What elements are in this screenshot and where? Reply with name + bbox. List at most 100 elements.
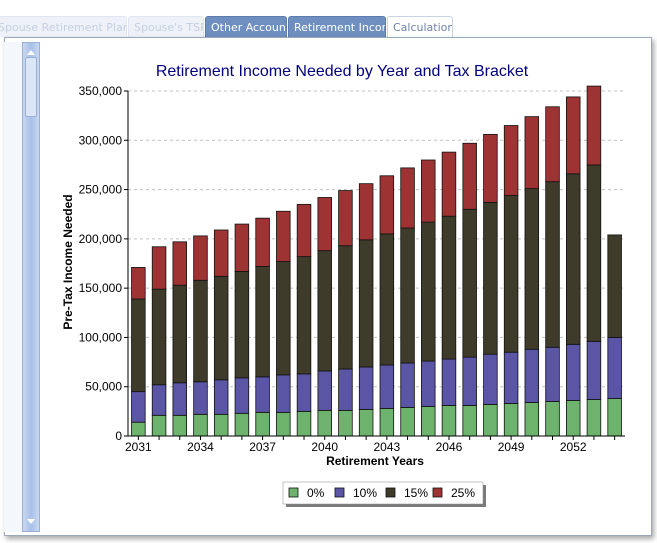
bar-segment: [400, 227, 415, 364]
bar-segment: [213, 275, 229, 381]
y-tick-label: 0: [115, 429, 122, 443]
bar-segment: [565, 96, 581, 175]
bar-segment: [586, 164, 602, 342]
bar-segment: [213, 413, 229, 437]
bar-segment: [586, 85, 602, 166]
scroll-up-arrow-icon[interactable]: [25, 46, 37, 58]
bar-segment: [545, 346, 560, 402]
bar-segment: [317, 409, 332, 437]
bar-segment: [131, 298, 146, 393]
x-tick-label: 2049: [498, 440, 525, 454]
grid-lines: [128, 90, 625, 388]
bar-segment: [358, 183, 374, 241]
bar-segment: [296, 373, 312, 412]
bar-segment: [379, 233, 395, 366]
bar-segment: [276, 411, 291, 437]
bar-segment: [234, 223, 250, 272]
tab-calculations[interactable]: Calculations: [387, 16, 453, 37]
bar-segment: [193, 279, 208, 383]
bar-segment: [255, 376, 270, 413]
tab-spouse-retirement-plan[interactable]: Spouse Retirement Plan: [0, 16, 127, 37]
x-tick-label: 2040: [311, 440, 338, 454]
bar-segment: [358, 239, 374, 368]
y-tick-label: 200,000: [79, 232, 123, 246]
scrollbar-thumb[interactable]: [25, 57, 37, 117]
x-axis-title: Retirement Years: [326, 454, 424, 468]
bar-segment: [524, 116, 540, 189]
bar-segment: [400, 362, 415, 408]
bar-segment: [462, 142, 477, 210]
bar-segment: [193, 235, 208, 281]
bar-segment: [400, 407, 415, 437]
bar-segment: [545, 181, 560, 348]
bar-segment: [565, 343, 581, 401]
tab-retirement-income[interactable]: Retirement Income: [288, 16, 386, 37]
bar-segment: [483, 353, 498, 405]
bar-segment: [358, 408, 374, 437]
bar-segment: [276, 261, 291, 376]
bars: [131, 85, 622, 437]
x-tick-label: 2031: [125, 440, 152, 454]
bar-segment: [586, 399, 602, 437]
legend-box: [282, 481, 484, 505]
x-tick-label: 2034: [187, 440, 214, 454]
y-tick-label: 50,000: [85, 380, 122, 394]
y-tick-label: 300,000: [79, 133, 123, 147]
tab-bar: Spouse Retirement Plan Spouse's TSP Othe…: [0, 16, 657, 38]
tab-spouses-tsp[interactable]: Spouse's TSP: [128, 16, 204, 37]
bar-segment: [296, 203, 312, 258]
y-axis-title: Pre-Tax Income Needed: [61, 194, 75, 329]
bar-segment: [441, 151, 457, 217]
bar-segment: [234, 412, 250, 437]
bar-segment: [338, 245, 353, 370]
bar-segment: [524, 188, 540, 350]
legend-swatch: [334, 487, 345, 498]
bar-segment: [172, 414, 188, 437]
bar-segment: [607, 234, 622, 338]
legend-label: 25%: [451, 486, 475, 500]
bar-segment: [503, 403, 519, 437]
bar-segment: [565, 400, 581, 437]
bar-segment: [441, 358, 457, 406]
vertical-scrollbar[interactable]: [22, 42, 40, 532]
bar-segment: [255, 411, 270, 437]
bar-segment: [462, 356, 477, 406]
tab-other-accounts[interactable]: Other Accounts: [205, 16, 287, 37]
bar-segment: [524, 348, 540, 403]
bar-segment: [503, 125, 519, 196]
x-tick-label: 2052: [560, 440, 587, 454]
bar-segment: [234, 270, 250, 379]
bar-segment: [524, 402, 540, 437]
bar-segment: [483, 201, 498, 355]
x-tick-label: 2046: [436, 440, 463, 454]
bar-segment: [131, 391, 146, 423]
bar-segment: [462, 405, 477, 437]
bar-segment: [276, 374, 291, 413]
y-tick-label: 100,000: [79, 330, 123, 344]
bar-segment: [151, 288, 167, 386]
bar-segment: [462, 208, 477, 358]
bar-segment: [213, 229, 229, 277]
bar-segment: [483, 404, 498, 437]
y-tick-label: 150,000: [79, 281, 123, 295]
bar-segment: [151, 246, 167, 290]
bar-segment: [607, 337, 622, 399]
bar-segment: [483, 133, 498, 203]
scroll-down-arrow-icon[interactable]: [25, 516, 37, 528]
bar-segment: [503, 351, 519, 404]
panel-left-margin: [4, 42, 22, 532]
bar-segment: [296, 410, 312, 437]
bar-segment: [193, 381, 208, 415]
bar-segment: [565, 173, 581, 345]
bar-segment: [234, 377, 250, 414]
bar-segment: [441, 215, 457, 360]
bar-segment: [317, 197, 332, 252]
bar-segment: [421, 406, 436, 437]
bar-segment: [545, 106, 560, 183]
bar-segment: [400, 167, 415, 229]
bar-segment: [131, 267, 146, 300]
bar-segment: [545, 401, 560, 437]
bar-segment: [338, 368, 353, 411]
x-tick-label: 2043: [374, 440, 401, 454]
